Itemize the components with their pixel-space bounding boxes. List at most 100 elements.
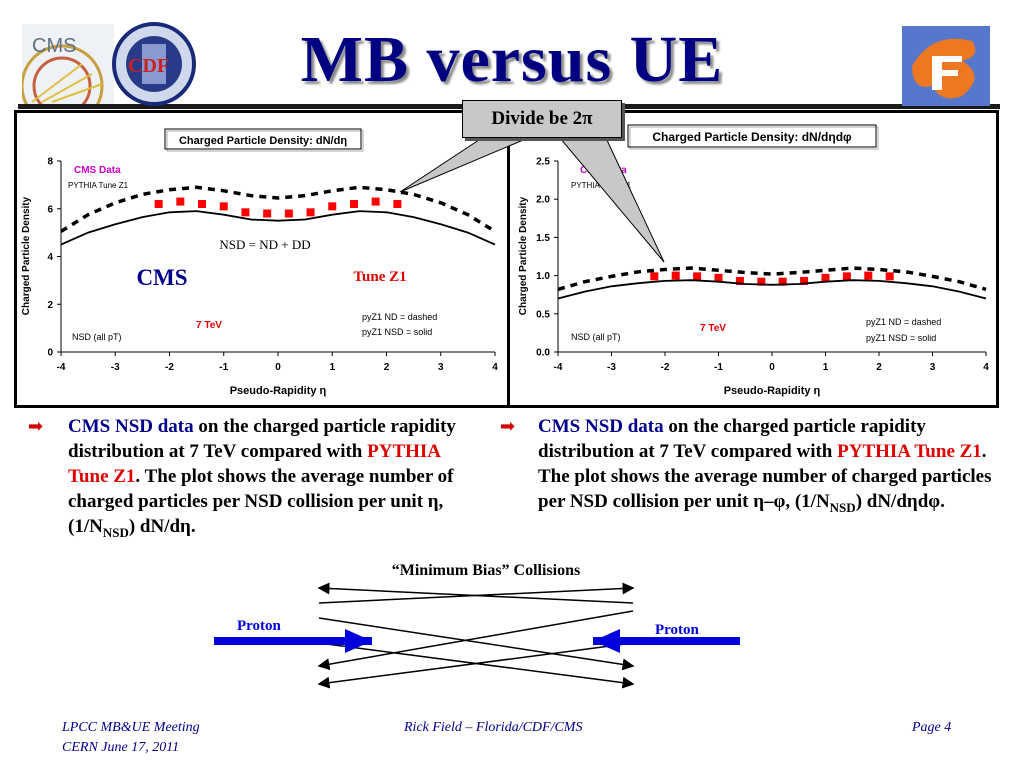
bullet-right-text-1: on the charged particle rapidity distrib… (538, 416, 926, 462)
x-tick-label: 1 (329, 362, 335, 373)
data-point (241, 208, 250, 217)
callout-box: Divide be 2π (462, 100, 622, 138)
proton-label-left: Proton (237, 618, 282, 634)
data-point (735, 276, 744, 285)
x-tick-label: 3 (930, 362, 936, 373)
bullet-left: CMS NSD data on the charged particle rap… (68, 414, 468, 545)
tune-label: Tune Z1 (353, 269, 406, 285)
cms-logo: CMS (22, 24, 114, 104)
y-tick-label: 4 (47, 252, 53, 263)
x-tick-label: -2 (661, 362, 670, 373)
y-axis-label: Charged Particle Density (21, 196, 32, 315)
y-tick-label: 6 (47, 204, 53, 215)
legend-model: PYTHIA Tune Z1 (68, 181, 129, 190)
dashed-note: pyZ1 ND = dashed (362, 312, 437, 322)
selection-label: NSD (all pT) (72, 332, 122, 342)
data-point (349, 199, 358, 208)
cms-logo-text: CMS (32, 35, 76, 57)
solid-note: pyZ1 NSD = solid (362, 327, 432, 337)
x-tick-label: 2 (876, 362, 882, 373)
data-point (671, 271, 680, 280)
data-point (778, 277, 787, 286)
x-tick-label: -4 (554, 362, 563, 373)
data-point (885, 272, 894, 281)
data-point (714, 273, 723, 282)
series-line-nsd (60, 210, 496, 246)
bullet-right-sub: NSD (829, 499, 856, 515)
cdf-logo-text: CDF (128, 55, 169, 77)
data-point (693, 272, 702, 281)
footer-left: LPCC MB&UE Meeting CERN June 17, 2011 (62, 718, 200, 758)
data-point (219, 202, 228, 211)
proton-arrowhead-left (345, 629, 372, 653)
footer-date: CERN June 17, 2011 (62, 740, 180, 755)
x-axis-label: Pseudo-Rapidity η (230, 385, 327, 397)
x-tick-label: -1 (219, 362, 228, 373)
bullet-left-sub: NSD (102, 524, 129, 540)
bullet-right: CMS NSD data on the charged particle rap… (538, 414, 1014, 520)
solid-note: pyZ1 NSD = solid (866, 333, 936, 343)
proton-label-right: Proton (655, 622, 700, 638)
x-tick-label: -3 (607, 362, 616, 373)
footer-meeting: LPCC MB&UE Meeting (62, 720, 200, 735)
cdf-logo: CDF (112, 22, 196, 106)
particle-tracks (317, 582, 635, 689)
proton-arrowhead-right (593, 629, 620, 653)
footer-page: Page 4 (912, 720, 952, 735)
y-tick-label: 1.0 (536, 271, 550, 282)
selection-label: NSD (all pT) (571, 332, 621, 342)
bullet-left-text-1: on the charged particle rapidity distrib… (68, 416, 456, 462)
series-line-nsd (557, 279, 987, 300)
data-point (306, 208, 315, 217)
bullet-left-tune: PYTHIA Tune Z1 (68, 441, 440, 487)
x-tick-label: 2 (384, 362, 390, 373)
x-axis-label: Pseudo-Rapidity η (724, 385, 821, 397)
x-tick-label: -4 (57, 362, 66, 373)
florida-logo (902, 26, 990, 106)
data-point (800, 276, 809, 285)
chart-title: Charged Particle Density: dN/dη (179, 135, 347, 147)
bullet-left-data: CMS NSD data (68, 416, 194, 437)
bullet-arrow-icon: ➡ (500, 416, 516, 437)
footer-author: Rick Field – Florida/CDF/CMS (404, 720, 583, 735)
y-tick-label: 0.5 (536, 309, 550, 320)
x-tick-label: 4 (983, 362, 989, 373)
y-tick-label: 0.0 (536, 348, 550, 359)
energy-label: 7 TeV (700, 323, 726, 334)
x-ticks-group: -4 -3 -2 -1 0 1 2 3 4 (57, 352, 498, 373)
equation-label: NSD = ND + DD (219, 237, 310, 252)
data-point (198, 199, 207, 208)
y-tick-label: 2.0 (536, 195, 550, 206)
data-point (757, 277, 766, 286)
data-point (842, 272, 851, 281)
data-point (821, 273, 830, 282)
y-tick-label: 0 (47, 348, 53, 359)
dashed-note: pyZ1 ND = dashed (866, 317, 941, 327)
y-tick-label: 8 (47, 157, 53, 168)
y-tick-label: 2 (47, 300, 53, 311)
data-point (371, 197, 380, 206)
y-ticks-group: 0 2 4 6 8 (47, 157, 61, 359)
x-tick-label: -2 (165, 362, 174, 373)
legend-data: CMS Data (580, 165, 627, 176)
data-point (154, 199, 163, 208)
bullet-right-text-3: ) dN/dηdφ. (855, 491, 945, 512)
series-line-nd (557, 266, 987, 292)
data-point (864, 271, 873, 280)
bullet-left-text-2: . The plot shows the average number of c… (68, 466, 454, 537)
y-axis-label: Charged Particle Density (518, 196, 529, 315)
y-ticks-group: 0.0 0.5 1.0 1.5 2.0 2.5 (536, 157, 558, 359)
slide-title: MB versus UE (300, 23, 724, 96)
diagram-title: “Minimum Bias” Collisions (392, 562, 580, 579)
bullet-right-text-2: . The plot shows the average number of c… (538, 441, 992, 512)
energy-label: 7 TeV (196, 320, 222, 331)
x-tick-label: -3 (111, 362, 120, 373)
legend-data: CMS Data (74, 165, 121, 176)
x-tick-label: -1 (714, 362, 723, 373)
chart-eta-phi: Charged Particle Density: dN/dηdφ 0.0 0.5… (518, 124, 989, 397)
bullet-arrow-icon: ➡ (28, 416, 44, 437)
chart-title: Charged Particle Density: dN/dηdφ (652, 130, 852, 144)
bullet-right-data: CMS NSD data (538, 416, 664, 437)
series-line-nd (60, 185, 496, 233)
data-point (328, 202, 337, 211)
